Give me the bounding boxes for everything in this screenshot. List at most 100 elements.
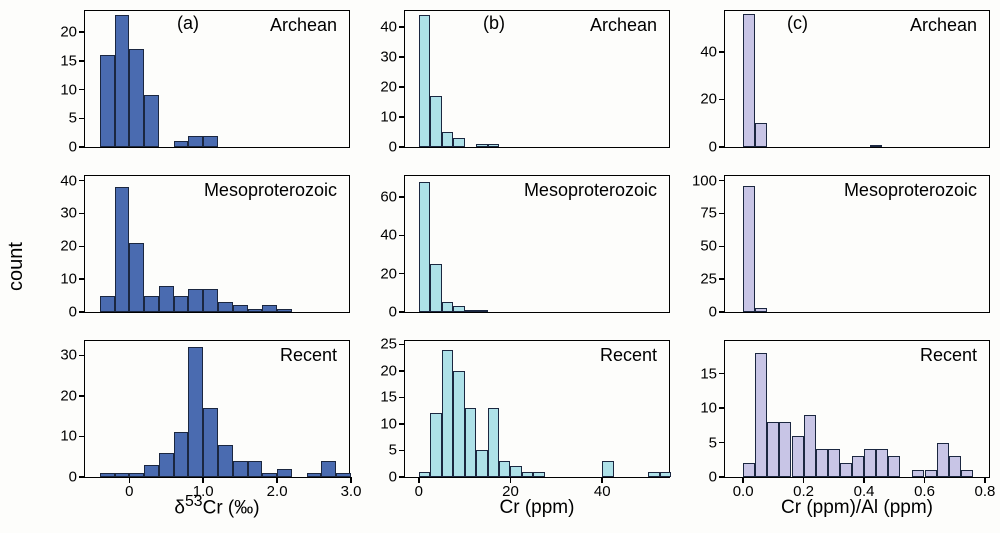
histogram-bar [248,461,263,477]
y-tick-label: 25 [700,271,717,288]
y-tick [79,278,85,280]
x-tick-label: 0 [125,483,133,500]
y-tick [399,56,405,58]
y-tick [719,51,725,53]
histogram-bar [779,422,791,477]
histogram-bar [888,456,900,477]
histogram-bar [840,463,852,477]
histogram-bar [203,136,218,148]
histogram-bar [188,347,203,477]
y-tick-label: 20 [380,79,397,96]
histogram-bar [100,473,115,477]
histogram-bar [476,450,487,477]
histogram-bar [876,449,888,477]
panel-c-2: 0510150.00.20.40.60.8Cr (ppm)/Al (ppm)Re… [680,340,990,500]
histogram-bar [218,445,233,477]
y-tick-label: 5 [389,442,397,459]
era-label: Mesoproterozoic [524,180,657,201]
histogram-bar [159,286,174,312]
y-tick-label: 0 [69,304,77,321]
y-tick [719,213,725,215]
histogram-bar [442,132,453,147]
histogram-bar [144,465,159,477]
histogram-bar [937,443,949,478]
histogram-bar [277,309,292,312]
panel-sub-label: (a) [177,13,199,34]
y-tick [399,273,405,275]
histogram-bar [262,473,277,477]
y-tick-label: 20 [380,265,397,282]
histogram-bar [100,55,115,147]
histogram-bar [233,305,248,312]
y-tick-label: 10 [700,400,717,417]
y-tick [79,355,85,357]
histogram-bar [792,436,804,477]
panel-b-0: 010203040Archean(b) [360,10,670,170]
histogram-bar [129,243,144,312]
panel-sub-label: (b) [483,13,505,34]
era-label: Recent [280,345,337,366]
histogram-bar [465,310,476,312]
histogram-bar [828,449,840,477]
x-tick-label: 40 [594,483,611,500]
y-tick-label: 60 [380,189,397,206]
histogram-bar [925,470,937,477]
y-tick [719,99,725,101]
histogram-bar [453,138,464,147]
y-tick-label: 25 [380,336,397,353]
y-tick-label: 75 [700,205,717,222]
era-label: Archean [590,15,657,36]
y-tick [399,86,405,88]
y-tick [719,278,725,280]
histogram-bar [115,15,130,147]
y-tick-label: 0 [709,469,717,486]
panel-a-0: 05101520Archean(a) [40,10,350,170]
histogram-bar [465,408,476,477]
x-tick-label: 3.0 [341,483,362,500]
histogram-bar [144,296,159,312]
y-tick [399,397,405,399]
y-tick [719,407,725,409]
histogram-bar [743,186,755,312]
histogram-bar [442,350,453,477]
histogram-bar [476,310,487,312]
y-tick [719,476,725,478]
y-tick-label: 10 [380,109,397,126]
histogram-bar [442,302,453,312]
y-tick-label: 15 [700,365,717,382]
y-tick [399,311,405,313]
plot-area: 0255075100Mesoproterozoic [724,175,990,313]
histogram-bar [262,305,277,312]
y-tick [79,436,85,438]
y-tick [719,180,725,182]
histogram-bar [816,449,828,477]
histogram-bar [602,461,613,477]
histogram-bar [144,95,159,147]
histogram-bar [174,296,189,312]
y-tick [79,89,85,91]
y-tick-label: 0 [389,469,397,486]
histogram-bar [419,15,430,147]
y-tick-label: 10 [60,428,77,445]
histogram-bar [453,371,464,477]
era-label: Recent [600,345,657,366]
histogram-bar [233,461,248,477]
era-label: Mesoproterozoic [204,180,337,201]
y-tick [399,423,405,425]
histogram-bar [419,182,430,312]
y-tick-label: 5 [709,434,717,451]
y-tick [79,31,85,33]
histogram-bar [864,449,876,477]
histogram-bar [321,461,336,477]
y-tick [399,370,405,372]
histogram-bar [218,302,233,312]
histogram-bar [533,472,544,477]
histogram-bar [430,264,441,312]
y-tick-label: 10 [380,415,397,432]
y-tick-label: 40 [700,43,717,60]
histogram-bar [115,473,130,477]
panel-b-1: 0204060Mesoproterozoic [360,175,670,335]
y-tick [719,373,725,375]
y-tick [79,476,85,478]
histogram-bar [174,141,189,147]
